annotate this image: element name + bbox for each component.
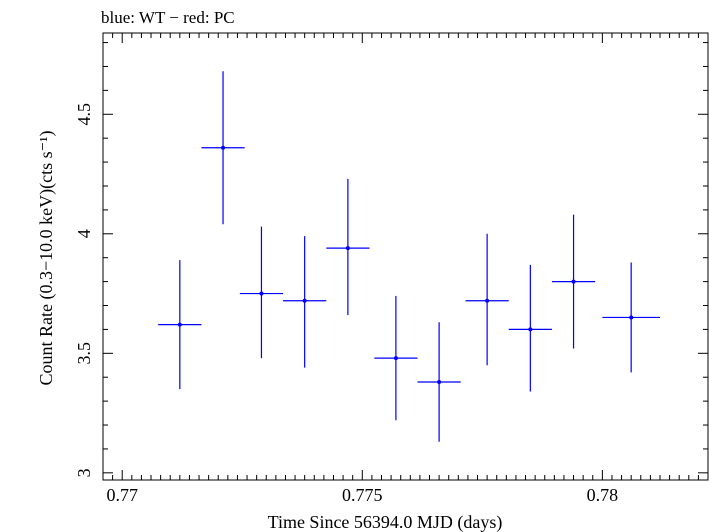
point-marker	[302, 298, 307, 303]
point-marker	[393, 356, 398, 361]
data-point	[158, 260, 202, 390]
axis-ticks	[102, 33, 709, 480]
data-point	[283, 236, 327, 368]
chart-title: blue: WT − red: PC	[101, 8, 235, 27]
point-marker	[528, 327, 533, 332]
data-points	[158, 71, 660, 442]
y-tick-label: 3.5	[74, 342, 94, 365]
point-marker	[485, 298, 490, 303]
x-tick-label: 0.77	[106, 485, 138, 505]
data-point	[508, 264, 552, 392]
data-point	[239, 226, 284, 359]
point-marker	[221, 145, 226, 150]
y-tick-label: 4.5	[74, 103, 94, 126]
axis-tick-labels: 0.77 0.775 0.78 3 3.5 4 4.5	[74, 103, 618, 505]
data-point	[602, 262, 660, 373]
point-marker	[571, 279, 576, 284]
point-marker	[177, 322, 182, 327]
x-tick-label: 0.775	[342, 485, 383, 505]
data-point	[551, 214, 596, 349]
point-marker	[259, 291, 264, 296]
data-point	[326, 178, 370, 316]
point-marker	[345, 246, 350, 251]
point-marker	[629, 315, 634, 320]
y-axis-label: Count Rate (0.3−10.0 keV)(cts s⁻¹)	[36, 130, 57, 385]
data-point	[417, 322, 461, 442]
data-point	[465, 233, 509, 366]
plot-frame	[102, 32, 709, 481]
y-tick-label: 4	[74, 229, 94, 238]
data-point	[201, 71, 245, 225]
y-tick-label: 3	[74, 468, 94, 477]
x-tick-label: 0.78	[587, 485, 619, 505]
data-point	[374, 295, 418, 421]
x-axis-label: Time Since 56394.0 MJD (days)	[268, 512, 503, 532]
point-marker	[437, 379, 442, 384]
